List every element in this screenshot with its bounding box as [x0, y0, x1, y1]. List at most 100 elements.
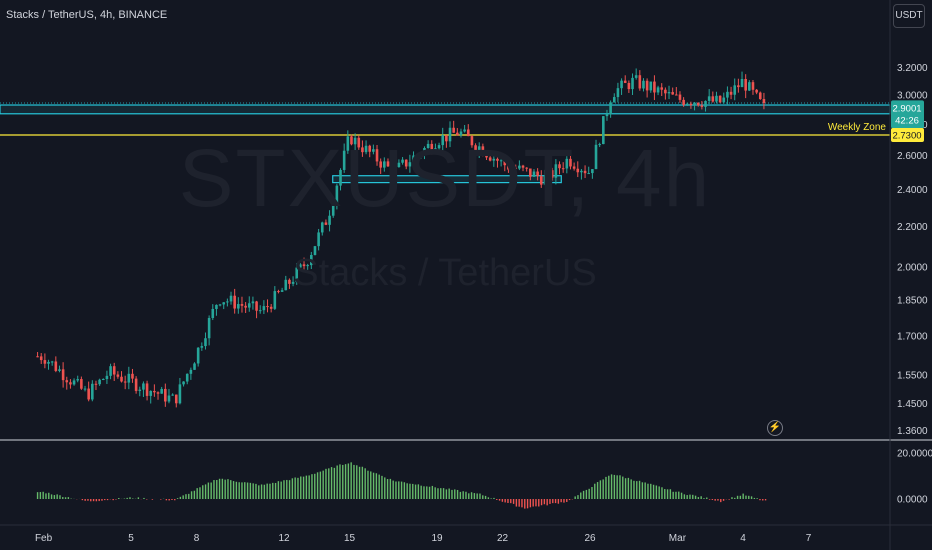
- candle-body: [510, 167, 514, 170]
- time-tick-label: 7: [806, 533, 812, 544]
- candle-body: [466, 129, 470, 137]
- currency-button[interactable]: USDT: [893, 4, 925, 28]
- candle-body: [288, 279, 291, 284]
- candle-body: [65, 380, 69, 383]
- candle-body: [631, 77, 634, 90]
- candle-body: [127, 373, 131, 383]
- time-tick-label: 8: [194, 533, 200, 544]
- candle-body: [456, 132, 459, 136]
- price-tick-label: 1.4500: [897, 399, 928, 410]
- candle-body: [660, 87, 664, 90]
- candle-body: [737, 85, 740, 88]
- lightning-icon[interactable]: ⚡: [767, 420, 783, 436]
- candle-body: [470, 136, 474, 146]
- candle-body: [178, 384, 182, 404]
- candle-body: [434, 148, 437, 152]
- time-tick-label: 26: [584, 533, 596, 544]
- osc-tick-label: 20.0000: [897, 449, 932, 460]
- candle-body: [704, 100, 707, 107]
- candle-body: [200, 346, 204, 348]
- candle-body: [364, 145, 368, 153]
- candle-body: [153, 390, 156, 393]
- candle-body: [525, 167, 528, 169]
- candle-body: [529, 168, 532, 177]
- candles: [36, 68, 766, 408]
- candle-body: [507, 165, 510, 170]
- candle-body: [386, 161, 390, 167]
- candle-body: [83, 388, 87, 390]
- candle-body: [390, 166, 393, 177]
- candle-body: [258, 310, 262, 312]
- time-tick-label: 22: [497, 533, 509, 544]
- candle-body: [583, 170, 587, 174]
- title-sep: ,: [93, 9, 100, 21]
- candle-body: [262, 306, 266, 311]
- candle-body: [748, 82, 751, 91]
- candle-body: [653, 81, 656, 93]
- time-tick-label: 4: [740, 533, 746, 544]
- candle-body: [145, 383, 149, 396]
- candle-body: [204, 338, 207, 347]
- candle-body: [372, 149, 375, 152]
- candle-body: [39, 356, 43, 361]
- candle-body: [105, 375, 109, 380]
- osc-tick-label: 0.0000: [897, 495, 928, 506]
- candle-body: [379, 161, 382, 168]
- watermark-ticker: STXUSDT, 4h: [178, 133, 712, 224]
- candle-body: [612, 97, 616, 103]
- candle-body: [733, 85, 737, 95]
- interval[interactable]: 4h: [99, 9, 113, 21]
- price-tick-label: 2.2000: [897, 222, 928, 233]
- weekly-zone-tag: [891, 127, 924, 142]
- candle-body: [306, 265, 309, 267]
- current-price-label: 2.9001: [892, 103, 921, 114]
- candle-body: [164, 388, 167, 402]
- candle-body: [284, 279, 288, 291]
- candle-body: [87, 388, 90, 400]
- candle-body: [134, 378, 138, 391]
- candle-body: [69, 382, 72, 385]
- candle-body: [521, 165, 525, 168]
- candle-body: [488, 157, 492, 161]
- candle-body: [550, 170, 554, 178]
- candle-body: [474, 145, 477, 151]
- candle-body: [415, 155, 419, 157]
- candle-body: [91, 383, 94, 400]
- current-price-tag: [891, 100, 924, 129]
- candle-body: [634, 75, 638, 78]
- candle-body: [109, 366, 112, 376]
- candle-body: [667, 92, 671, 94]
- candle-body: [762, 99, 766, 104]
- time-tick-label: 19: [431, 533, 443, 544]
- oscillator: [36, 462, 767, 509]
- candle-body: [383, 161, 386, 168]
- candle-body: [324, 222, 328, 225]
- candle-body: [437, 145, 441, 149]
- candle-body: [328, 215, 331, 225]
- candle-body: [189, 369, 193, 374]
- candle-body: [174, 394, 178, 404]
- candle-body: [459, 131, 463, 136]
- candle-body: [605, 114, 609, 117]
- time-tick-label: 5: [128, 533, 134, 544]
- candle-body: [594, 144, 598, 170]
- candle-body: [346, 136, 350, 151]
- title-sep: ,: [112, 9, 119, 21]
- candle-body: [131, 373, 134, 379]
- watermark-name: Stacks / TetherUS: [293, 252, 597, 294]
- candle-body: [320, 222, 324, 233]
- candle-body: [171, 394, 174, 396]
- candle-body: [441, 135, 445, 146]
- candle-body: [98, 379, 101, 385]
- candle-body: [678, 94, 682, 100]
- resistance-zone: [0, 104, 891, 115]
- price-tick-label: 3.0000: [897, 91, 928, 102]
- weekly-zone-price-label: 2.7300: [892, 130, 921, 141]
- candle-body: [554, 164, 558, 178]
- candle-body: [47, 361, 50, 364]
- symbol-name[interactable]: Stacks / TetherUS: [6, 9, 94, 21]
- candle-body: [664, 89, 667, 94]
- weekly-zone-label: Weekly Zone: [828, 122, 887, 133]
